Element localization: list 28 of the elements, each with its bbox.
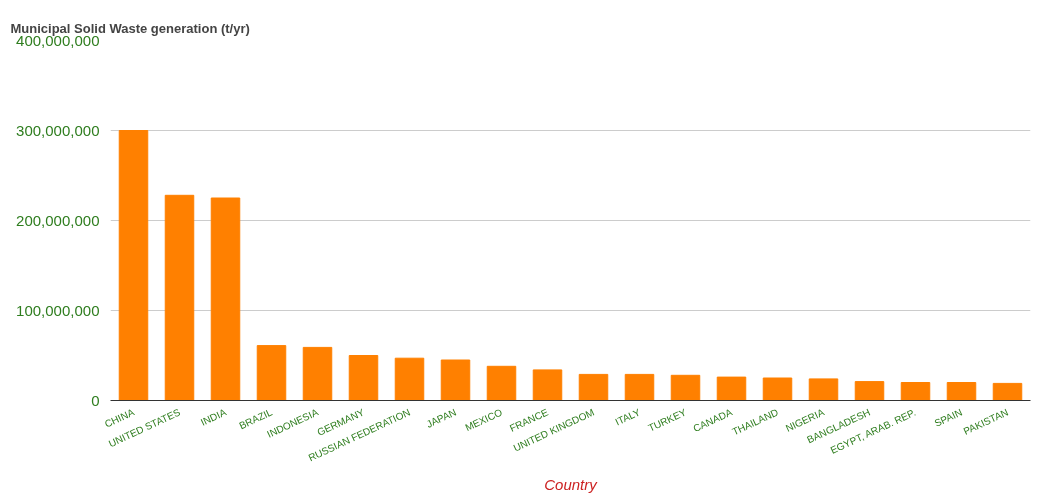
bar xyxy=(578,373,609,401)
y-tick-label: 0 xyxy=(91,391,100,409)
bar xyxy=(118,130,149,401)
bar xyxy=(210,197,241,401)
bar xyxy=(624,373,655,401)
bar xyxy=(670,374,701,401)
y-tick-label: 300,000,000 xyxy=(16,121,100,139)
bar xyxy=(946,382,977,401)
bar xyxy=(486,365,517,401)
bar xyxy=(256,345,287,401)
bar xyxy=(992,382,1023,401)
y-tick-label: 100,000,000 xyxy=(16,301,100,319)
bar xyxy=(808,378,839,401)
bar xyxy=(164,194,195,401)
bar xyxy=(348,355,379,401)
bar xyxy=(302,346,333,401)
bar xyxy=(854,381,885,401)
bar xyxy=(532,369,563,401)
x-tick-label: ITALY xyxy=(613,406,643,428)
y-tick-label: 200,000,000 xyxy=(16,211,100,229)
bar xyxy=(440,359,471,401)
x-tick-label: SPAIN xyxy=(932,406,964,429)
bar xyxy=(394,357,425,401)
bar xyxy=(762,377,793,401)
x-axis-title: Country xyxy=(544,476,599,494)
bar xyxy=(900,382,931,401)
bar xyxy=(716,376,747,401)
x-tick-label: INDIA xyxy=(199,406,229,428)
